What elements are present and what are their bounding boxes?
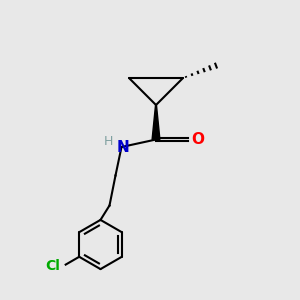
Text: H: H: [103, 135, 113, 148]
Text: O: O: [191, 132, 204, 147]
Text: N: N: [117, 140, 129, 154]
Text: Cl: Cl: [45, 259, 60, 272]
Polygon shape: [152, 105, 160, 140]
